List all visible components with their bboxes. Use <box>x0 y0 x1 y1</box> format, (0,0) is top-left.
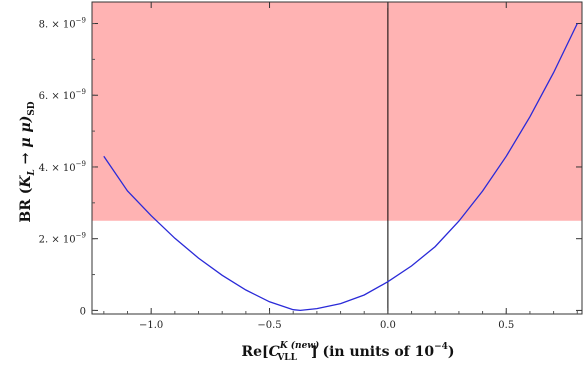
y-tick-label-exponent: −9 <box>76 88 86 96</box>
y-axis-label-middle: → μ μ) <box>18 116 34 169</box>
x-tick-label: −0.5 <box>257 320 281 331</box>
y-tick-label: 6. × 10−9 <box>39 88 86 102</box>
y-axis-label-subscript: SD <box>27 101 37 115</box>
y-axis-label-symbol: K <box>18 175 34 189</box>
x-axis-label: Re[CK (new) VLL ] (in units of 10−4) <box>241 340 454 363</box>
y-tick-label: 4. × 10−9 <box>39 160 86 174</box>
y-axis-label-symbol-sub: L <box>27 169 37 176</box>
y-tick-label: 8. × 10−9 <box>39 17 86 31</box>
y-tick-label-exponent: −9 <box>76 17 86 25</box>
x-tick-label: 0.0 <box>380 320 396 331</box>
x-axis-label-prefix: Re[ <box>241 344 268 360</box>
series-curve <box>103 23 578 312</box>
y-tick-label-exponent: −9 <box>76 232 86 240</box>
x-axis-label-superscript: K (new) <box>279 340 320 351</box>
y-axis-label: BR (KL → μ μ)SD <box>18 101 37 222</box>
y-tick-label: 2. × 10−9 <box>39 232 86 246</box>
y-tick-label-mantissa: 2. × 10 <box>39 235 76 246</box>
y-axis-label-prefix: BR ( <box>18 188 34 223</box>
y-tick-label-mantissa: 6. × 10 <box>39 91 76 102</box>
y-tick-label-mantissa: 8. × 10 <box>39 20 76 31</box>
x-axis-label-close: ) <box>448 344 455 360</box>
x-tick-label: 0.5 <box>498 320 514 331</box>
x-axis-label-subscript: VLL <box>276 353 297 363</box>
excluded-region <box>92 2 582 221</box>
x-tick-label: −1.0 <box>139 320 163 331</box>
x-axis-label-suffix: ] (in units of 10 <box>311 344 434 360</box>
y-tick-label-exponent: −9 <box>76 160 86 168</box>
plot-area: −1.0 −0.5 0.0 0.502. × 10−94. × 10−96. × 10… <box>39 1 583 331</box>
plot-frame <box>91 1 583 315</box>
x-axis-label-symbol: C <box>269 344 280 360</box>
y-tick-label-mantissa: 0 <box>80 306 86 317</box>
y-tick-label: 0 <box>80 306 86 317</box>
y-tick-label-mantissa: 4. × 10 <box>39 163 76 174</box>
x-axis-label-exponent: −4 <box>434 342 448 352</box>
